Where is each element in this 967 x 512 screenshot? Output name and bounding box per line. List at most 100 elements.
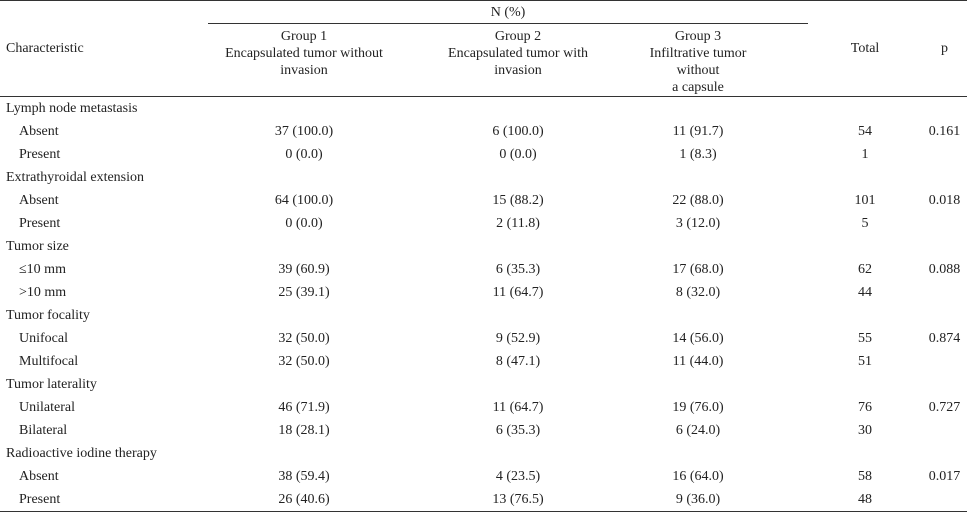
group-header: Group 2 Encapsulated tumor with invasion — [400, 23, 636, 97]
total-cell: 101 — [854, 193, 876, 208]
total-cell: 54 — [858, 124, 873, 139]
value-cell: 11 (44.0) — [672, 354, 724, 369]
header-cell: N (%) — [208, 0, 809, 24]
data-row: Present 0 (0.0) 0 (0.0) 1 (8.3) 1 — [0, 143, 967, 166]
total-cell: 5 — [861, 216, 869, 231]
value-cell: 18 (28.1) — [278, 423, 330, 438]
data-row: Present 26 (40.6) 13 (76.5) 9 (36.0) 48 — [0, 488, 967, 512]
value-cell: 16 (64.0) — [672, 469, 724, 484]
value-cell: 19 (76.0) — [672, 400, 724, 415]
total-cell: 1 — [861, 147, 869, 162]
section-row: Lymph node metastasis — [0, 97, 967, 121]
p-cell — [922, 488, 967, 512]
spacer — [760, 396, 808, 419]
group-description: Encapsulated tumor without — [225, 46, 383, 61]
p-cell: 0.161 — [928, 124, 961, 139]
header-cell: Characteristic — [0, 0, 208, 97]
total-cell: 76 — [858, 400, 873, 415]
p-cell: 0.088 — [928, 262, 961, 277]
p-cell: 0.727 — [928, 400, 961, 415]
row-label: Bilateral — [19, 423, 68, 438]
section-label: Tumor laterality — [6, 377, 97, 392]
spacer — [760, 281, 808, 304]
p-cell — [922, 419, 967, 442]
value-cell: 11 (64.7) — [492, 400, 544, 415]
value-cell: 17 (68.0) — [672, 262, 724, 277]
data-row: Absent 38 (59.4) 4 (23.5) 16 (64.0) 58 0.017 — [0, 465, 967, 488]
row-label: Present — [19, 216, 61, 231]
value-cell: 26 (40.6) — [278, 492, 330, 507]
data-row: Absent 64 (100.0) 15 (88.2) 22 (88.0) 101 0.0… — [0, 189, 967, 212]
value-cell: 4 (23.5) — [495, 469, 541, 484]
section-row: Radioactive iodine therapy — [0, 442, 967, 465]
value-cell: 64 (100.0) — [274, 193, 334, 208]
p-cell: 0.874 — [928, 331, 961, 346]
group-name: Group 1 — [280, 29, 328, 44]
header-cell: p — [922, 0, 967, 97]
value-cell: 13 (76.5) — [492, 492, 544, 507]
value-cell: 6 (35.3) — [495, 423, 541, 438]
group-header: Group 3 Infiltrative tumor without a capsu… — [636, 23, 760, 97]
spacer — [760, 488, 808, 512]
row-label: Multifocal — [19, 354, 79, 369]
data-row: Unilateral 46 (71.9) 11 (64.7) 19 (76.0) 76 0… — [0, 396, 967, 419]
group-description: Infiltrative tumor without — [649, 46, 747, 78]
table-header: Characteristic N (%) Total p Group 1 Enca… — [0, 0, 967, 97]
group-description: invasion — [494, 63, 542, 78]
total-cell: 30 — [858, 423, 873, 438]
value-cell: 38 (59.4) — [278, 469, 330, 484]
spacer — [760, 419, 808, 442]
value-cell: 14 (56.0) — [672, 331, 724, 346]
group-header: Group 1 Encapsulated tumor without invasio… — [208, 23, 400, 97]
p-cell — [922, 281, 967, 304]
spacer — [760, 23, 809, 97]
data-row: >10 mm 25 (39.1) 11 (64.7) 8 (32.0) 44 — [0, 281, 967, 304]
data-row: ≤10 mm 39 (60.9) 6 (35.3) 17 (68.0) 62 0.088 — [0, 258, 967, 281]
data-row: Multifocal 32 (50.0) 8 (47.1) 11 (44.0) 51 — [0, 350, 967, 373]
section-row: Tumor size — [0, 235, 967, 258]
value-cell: 11 (64.7) — [492, 285, 544, 300]
p-cell: 0.017 — [928, 469, 961, 484]
value-cell: 37 (100.0) — [274, 124, 334, 139]
row-label: Unilateral — [19, 400, 75, 415]
value-cell: 8 (32.0) — [675, 285, 721, 300]
value-cell: 3 (12.0) — [675, 216, 721, 231]
value-cell: 15 (88.2) — [492, 193, 544, 208]
value-cell: 6 (24.0) — [675, 423, 721, 438]
row-label: Present — [19, 147, 61, 162]
section-label: Lymph node metastasis — [6, 101, 138, 116]
row-label: Unifocal — [19, 331, 68, 346]
section-row: Tumor focality — [0, 304, 967, 327]
row-label: Absent — [19, 193, 59, 208]
section-label: Tumor focality — [6, 308, 90, 323]
value-cell: 9 (52.9) — [495, 331, 541, 346]
spacer — [760, 350, 808, 373]
spacer — [760, 327, 808, 350]
total-cell: 44 — [858, 285, 873, 300]
p-cell — [922, 143, 967, 166]
p-cell — [922, 350, 967, 373]
value-cell: 6 (35.3) — [495, 262, 541, 277]
total-cell: 48 — [858, 492, 873, 507]
group-name: Group 3 — [674, 29, 722, 44]
total-cell: 58 — [858, 469, 873, 484]
value-cell: 0 (0.0) — [499, 147, 537, 162]
spacer — [760, 465, 808, 488]
value-cell: 32 (50.0) — [278, 331, 330, 346]
value-cell: 9 (36.0) — [675, 492, 721, 507]
data-row: Unifocal 32 (50.0) 9 (52.9) 14 (56.0) 55 0.87… — [0, 327, 967, 350]
total-cell: 55 — [858, 331, 873, 346]
table-body: Lymph node metastasis Absent 37 (100.0) 6 (… — [0, 97, 967, 512]
value-cell: 11 (91.7) — [672, 124, 724, 139]
total-cell: 62 — [858, 262, 873, 277]
section-label: Radioactive iodine therapy — [6, 446, 157, 461]
spacer — [760, 120, 808, 143]
data-row: Bilateral 18 (28.1) 6 (35.3) 6 (24.0) 30 — [0, 419, 967, 442]
spacer — [760, 212, 808, 235]
value-cell: 8 (47.1) — [495, 354, 541, 369]
total-cell: 51 — [858, 354, 873, 369]
section-row: Extrathyroidal extension — [0, 166, 967, 189]
value-cell: 0 (0.0) — [285, 216, 323, 231]
